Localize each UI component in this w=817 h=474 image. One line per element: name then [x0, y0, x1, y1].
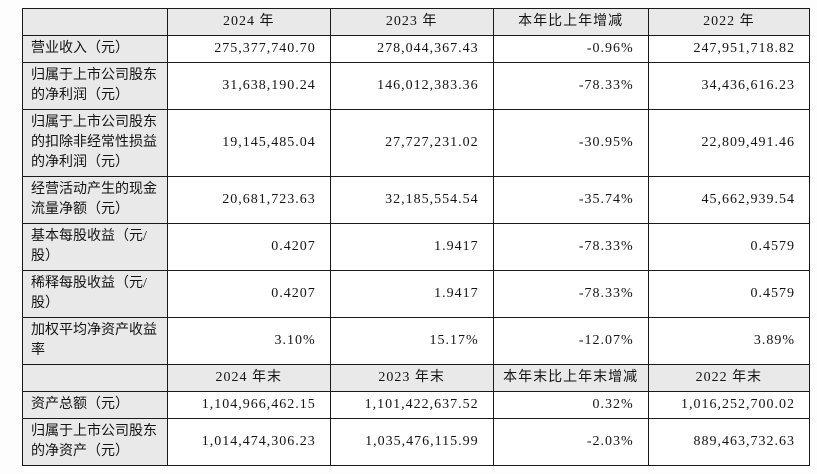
value-cell-2024: 19,145,485.04 [166, 109, 331, 177]
header-row-annual: 2024 年 2023 年 本年比上年增减 2022 年 [22, 8, 811, 36]
row-label-net-profit: 归属于上市公司股东的净利润（元） [22, 62, 168, 110]
row-label-total-assets: 资产总额（元） [22, 391, 168, 419]
value-cell-change: -78.33% [492, 223, 649, 271]
header-corner-cell [22, 364, 168, 392]
value-cell-2023: 15.17% [329, 317, 494, 365]
value-cell-2022-end: 889,463,732.63 [647, 418, 811, 466]
financial-summary-table-container: 2024 年 2023 年 本年比上年增减 2022 年 营业收入（元） 275… [22, 8, 811, 466]
value-cell-2024: 0.4207 [166, 223, 331, 271]
value-cell-2024-end: 1,104,966,462.15 [166, 391, 331, 419]
value-cell-2024: 31,638,190.24 [166, 62, 331, 110]
value-cell-2024: 275,377,740.70 [166, 35, 331, 63]
value-cell-change: -78.33% [492, 270, 649, 318]
value-cell-2023-end: 1,035,476,115.99 [329, 418, 494, 466]
row-label-net-assets: 归属于上市公司股东的净资产（元） [22, 418, 168, 466]
value-cell-2023: 32,185,554.54 [329, 176, 494, 224]
table-row-total-assets: 资产总额（元） 1,104,966,462.15 1,101,422,637.5… [22, 391, 811, 419]
value-cell-2024: 3.10% [166, 317, 331, 365]
value-cell-2022: 0.4579 [647, 270, 811, 318]
table-row-diluted-eps: 稀释每股收益（元/股） 0.4207 1.9417 -78.33% 0.4579 [22, 270, 811, 318]
header-cell-yoy-change: 本年比上年增减 [492, 8, 649, 36]
header-cell-period-end-change: 本年末比上年末增减 [492, 364, 649, 392]
row-label-diluted-eps: 稀释每股收益（元/股） [22, 270, 168, 318]
table-row-basic-eps: 基本每股收益（元/股） 0.4207 1.9417 -78.33% 0.4579 [22, 223, 811, 271]
value-cell-2022: 0.4579 [647, 223, 811, 271]
value-cell-2022: 45,662,939.54 [647, 176, 811, 224]
value-cell-2024: 0.4207 [166, 270, 331, 318]
value-cell-2023: 1.9417 [329, 223, 494, 271]
header-cell-2023: 2023 年 [329, 8, 494, 36]
value-cell-change: -35.74% [492, 176, 649, 224]
value-cell-change: -12.07% [492, 317, 649, 365]
row-label-revenue: 营业收入（元） [22, 35, 168, 63]
header-corner-cell [22, 8, 168, 36]
value-cell-2022: 22,809,491.46 [647, 109, 811, 177]
header-cell-2024: 2024 年 [166, 8, 331, 36]
table-row-revenue: 营业收入（元） 275,377,740.70 278,044,367.43 -0… [22, 35, 811, 63]
value-cell-2023: 146,012,383.36 [329, 62, 494, 110]
row-label-weighted-avg-roe: 加权平均净资产收益率 [22, 317, 168, 365]
value-cell-2022: 3.89% [647, 317, 811, 365]
header-row-period-end: 2024 年末 2023 年末 本年末比上年末增减 2022 年末 [22, 364, 811, 392]
table-row-net-assets: 归属于上市公司股东的净资产（元） 1,014,474,306.23 1,035,… [22, 418, 811, 466]
row-label-basic-eps: 基本每股收益（元/股） [22, 223, 168, 271]
financial-summary-table: 2024 年 2023 年 本年比上年增减 2022 年 营业收入（元） 275… [22, 8, 811, 466]
value-cell-change: -78.33% [492, 62, 649, 110]
value-cell-2023: 278,044,367.43 [329, 35, 494, 63]
table-row-net-profit: 归属于上市公司股东的净利润（元） 31,638,190.24 146,012,3… [22, 62, 811, 110]
value-cell-2022-end: 1,016,252,700.02 [647, 391, 811, 419]
value-cell-2023: 27,727,231.02 [329, 109, 494, 177]
table-row-net-profit-excl-nonrecurring: 归属于上市公司股东的扣除非经常性损益的净利润（元） 19,145,485.04 … [22, 109, 811, 177]
header-cell-2022-end: 2022 年末 [647, 364, 811, 392]
row-label-operating-cash-flow: 经营活动产生的现金流量净额（元） [22, 176, 168, 224]
value-cell-2022: 34,436,616.23 [647, 62, 811, 110]
table-row-weighted-avg-roe: 加权平均净资产收益率 3.10% 15.17% -12.07% 3.89% [22, 317, 811, 365]
value-cell-change: -0.96% [492, 35, 649, 63]
value-cell-2022: 247,951,718.82 [647, 35, 811, 63]
table-row-operating-cash-flow: 经营活动产生的现金流量净额（元） 20,681,723.63 32,185,55… [22, 176, 811, 224]
header-cell-2023-end: 2023 年末 [329, 364, 494, 392]
value-cell-change: -30.95% [492, 109, 649, 177]
row-label-net-profit-excl-nonrecurring: 归属于上市公司股东的扣除非经常性损益的净利润（元） [22, 109, 168, 177]
header-cell-2022: 2022 年 [647, 8, 811, 36]
value-cell-2023-end: 1,101,422,637.52 [329, 391, 494, 419]
value-cell-change: -2.03% [492, 418, 649, 466]
value-cell-2024: 20,681,723.63 [166, 176, 331, 224]
value-cell-change: 0.32% [492, 391, 649, 419]
value-cell-2023: 1.9417 [329, 270, 494, 318]
value-cell-2024-end: 1,014,474,306.23 [166, 418, 331, 466]
header-cell-2024-end: 2024 年末 [166, 364, 331, 392]
